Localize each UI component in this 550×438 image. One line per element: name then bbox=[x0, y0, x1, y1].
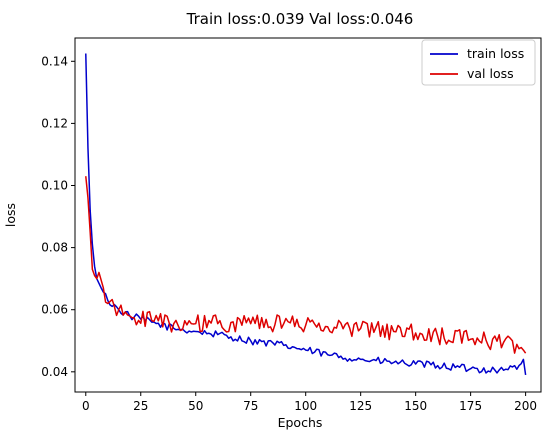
x-tick-label: 0 bbox=[82, 399, 90, 413]
x-tick-label: 175 bbox=[459, 399, 482, 413]
x-tick-label: 100 bbox=[294, 399, 317, 413]
y-axis: 0.04 0.06 0.08 0.10 0.12 0.14 bbox=[41, 54, 75, 379]
x-tick-label: 25 bbox=[133, 399, 148, 413]
x-axis: 0 25 50 75 100 125 150 175 200 bbox=[82, 392, 537, 413]
series-layer bbox=[85, 53, 527, 376]
y-tick-label: 0.14 bbox=[41, 54, 68, 68]
plot-frame bbox=[74, 37, 542, 393]
chart-title: Train loss:0.039 Val loss:0.046 bbox=[186, 10, 414, 28]
x-tick-label: 75 bbox=[243, 399, 258, 413]
y-tick-label: 0.06 bbox=[41, 303, 68, 317]
x-tick-label: 200 bbox=[514, 399, 537, 413]
x-tick-label: 50 bbox=[188, 399, 203, 413]
legend-label: val loss bbox=[467, 66, 514, 81]
y-tick-label: 0.04 bbox=[41, 365, 68, 379]
x-axis-label: Epochs bbox=[278, 415, 323, 430]
series-line-train-loss bbox=[85, 53, 527, 376]
series-line-val-loss bbox=[85, 176, 527, 354]
y-axis-label: loss bbox=[3, 203, 18, 227]
y-tick-label: 0.10 bbox=[41, 179, 68, 193]
legend-label: train loss bbox=[467, 46, 524, 61]
x-tick-label: 125 bbox=[349, 399, 372, 413]
legend: train loss val loss bbox=[421, 39, 536, 86]
y-tick-label: 0.08 bbox=[41, 241, 68, 255]
x-tick-label: 150 bbox=[404, 399, 427, 413]
y-tick-label: 0.12 bbox=[41, 116, 68, 130]
